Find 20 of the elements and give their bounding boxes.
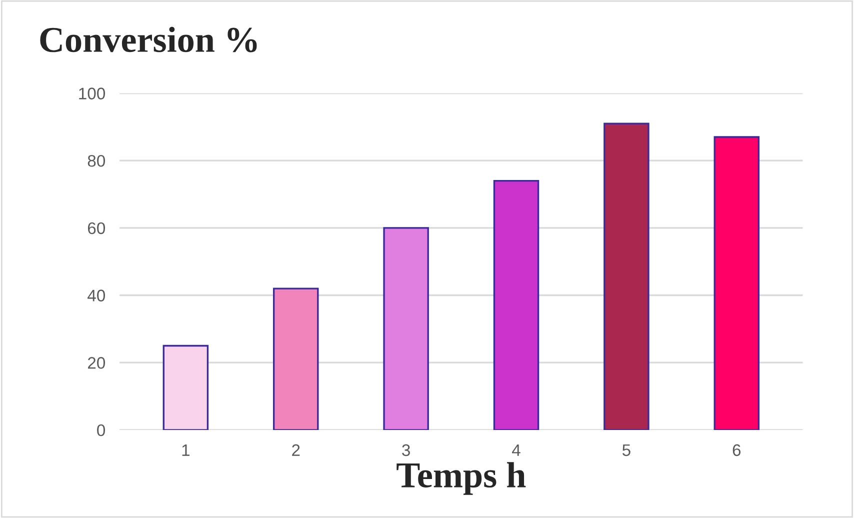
y-tick-label: 0: [97, 424, 106, 436]
y-tick-label: 40: [88, 290, 106, 302]
x-tick-label: 6: [732, 444, 741, 456]
y-tick-label: 80: [88, 154, 106, 167]
chart-title: Conversion %: [40, 26, 257, 52]
x-tick-label: 5: [622, 444, 630, 456]
bar: [604, 122, 650, 430]
x-tick-label: 1: [182, 444, 190, 456]
bar: [383, 227, 429, 430]
x-axis-title: Temps h: [396, 462, 526, 495]
y-tick-label: 20: [88, 357, 106, 369]
y-tick-label: 60: [88, 222, 106, 234]
bar: [714, 136, 760, 430]
y-tick-label: 100: [79, 88, 106, 100]
bar: [493, 180, 540, 430]
x-tick-label: 4: [512, 444, 520, 456]
x-tick-label: 3: [402, 444, 410, 456]
bar: [162, 344, 209, 430]
bar: [272, 288, 319, 430]
x-tick-label: 2: [292, 444, 300, 456]
